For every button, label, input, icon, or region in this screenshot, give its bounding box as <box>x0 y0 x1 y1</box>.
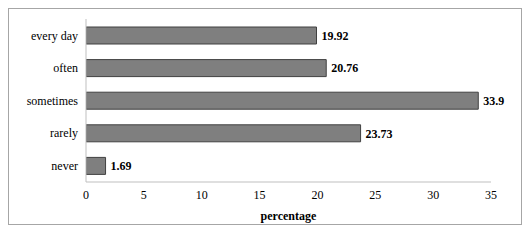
svg-text:every day: every day <box>31 29 78 43</box>
svg-text:rarely: rarely <box>50 126 78 140</box>
svg-text:25: 25 <box>369 188 381 202</box>
svg-text:1.69: 1.69 <box>111 159 132 173</box>
svg-text:percentage: percentage <box>261 209 317 223</box>
svg-text:23.73: 23.73 <box>366 127 393 141</box>
svg-text:33.9: 33.9 <box>483 94 504 108</box>
svg-text:15: 15 <box>254 188 266 202</box>
svg-text:0: 0 <box>83 188 89 202</box>
svg-text:sometimes: sometimes <box>27 94 79 108</box>
svg-text:20: 20 <box>311 188 323 202</box>
svg-text:20.76: 20.76 <box>331 61 358 75</box>
svg-text:35: 35 <box>485 188 497 202</box>
svg-text:10: 10 <box>196 188 208 202</box>
svg-text:19.92: 19.92 <box>322 29 349 43</box>
svg-text:5: 5 <box>141 188 147 202</box>
svg-text:never: never <box>51 159 78 173</box>
svg-text:30: 30 <box>427 188 439 202</box>
svg-text:often: often <box>53 61 78 75</box>
